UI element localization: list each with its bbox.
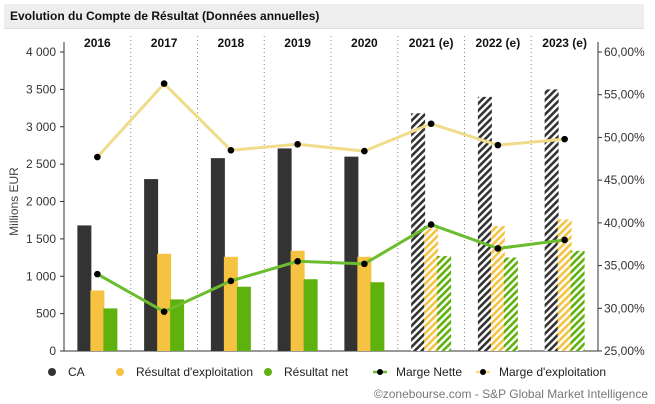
series-point (160, 308, 168, 316)
y2-tick-label: 50,00% (604, 130, 645, 144)
y2-tick-label: 30,00% (604, 301, 645, 315)
legend-marker (377, 369, 383, 375)
bar (303, 279, 318, 351)
category-label: 2020 (351, 36, 378, 50)
y-tick-label: 3 500 (26, 82, 56, 96)
legend-label: CA (68, 365, 85, 379)
bar (357, 256, 372, 351)
legend-label: Résultat d'exploitation (136, 365, 253, 379)
bar (370, 282, 385, 351)
series-point (427, 221, 435, 228)
bar (170, 299, 185, 351)
y-tick-label: 2 000 (26, 195, 56, 209)
legend-label: Marge d'exploitation (499, 365, 606, 379)
legend-label: Résultat net (284, 365, 349, 379)
y2-tick-label: 45,00% (604, 173, 645, 187)
series-line (96, 223, 565, 314)
series-point (361, 147, 368, 155)
bar (210, 158, 225, 351)
bar (544, 89, 559, 351)
series-point (561, 236, 568, 244)
y-tick-label: 1 500 (26, 232, 56, 246)
y2-tick-label: 35,00% (604, 259, 645, 273)
series-point (494, 245, 502, 252)
bar (557, 219, 572, 351)
bar (223, 256, 238, 351)
bar (77, 225, 92, 351)
category-label: 2017 (151, 36, 178, 50)
series-point (94, 270, 101, 278)
category-label: 2023 (e) (542, 36, 587, 50)
y2-tick-label: 25,00% (604, 344, 645, 358)
series-point (427, 120, 435, 128)
bar (277, 148, 292, 351)
chart-title: Evolution du Compte de Résultat (Données… (10, 9, 320, 23)
y2-tick-label: 40,00% (604, 216, 645, 230)
series-point (561, 135, 568, 143)
bar (477, 96, 492, 351)
chart-title-bar: Evolution du Compte de Résultat (Données… (4, 4, 644, 29)
y-tick-label: 1 000 (26, 269, 56, 283)
y2-tick-label: 55,00% (604, 88, 645, 102)
legend-marker (480, 369, 486, 375)
bar (344, 156, 359, 351)
bar (503, 257, 518, 351)
series-point (227, 277, 235, 285)
category-label: 2022 (e) (476, 36, 521, 50)
y-tick-label: 4 000 (26, 45, 56, 59)
bar (570, 250, 585, 351)
source-note: ©zonebourse.com - S&P Global Market Inte… (374, 387, 648, 401)
bar (437, 256, 452, 351)
bar (90, 290, 105, 351)
y-tick-label: 0 (49, 344, 56, 358)
bar (424, 228, 439, 351)
legend-label: Marge Nette (396, 365, 462, 379)
bar (103, 308, 118, 351)
category-label: 2018 (218, 36, 245, 50)
series-point (160, 80, 168, 87)
bar (490, 226, 505, 351)
category-label: 2021 (e) (409, 36, 454, 50)
y2-tick-label: 60,00% (604, 45, 645, 59)
bar (144, 179, 159, 351)
series-point (294, 258, 301, 265)
series-point (227, 146, 235, 154)
bar (157, 253, 172, 351)
bar (236, 286, 251, 351)
y-tick-label: 2 500 (26, 157, 56, 171)
legend-marker (116, 368, 124, 376)
y-tick-label: 500 (36, 307, 56, 321)
series-point (494, 141, 502, 149)
series-point (94, 153, 101, 161)
series-line (96, 82, 565, 159)
category-label: 2016 (84, 36, 111, 50)
category-label: 2019 (284, 36, 311, 50)
series-point (361, 260, 368, 268)
bar (290, 250, 305, 351)
legend-marker (48, 368, 56, 376)
y-tick-label: 3 000 (26, 120, 56, 134)
legend-marker (264, 368, 272, 376)
series-point (294, 140, 301, 148)
y-axis-title: Millions EUR (7, 167, 21, 236)
